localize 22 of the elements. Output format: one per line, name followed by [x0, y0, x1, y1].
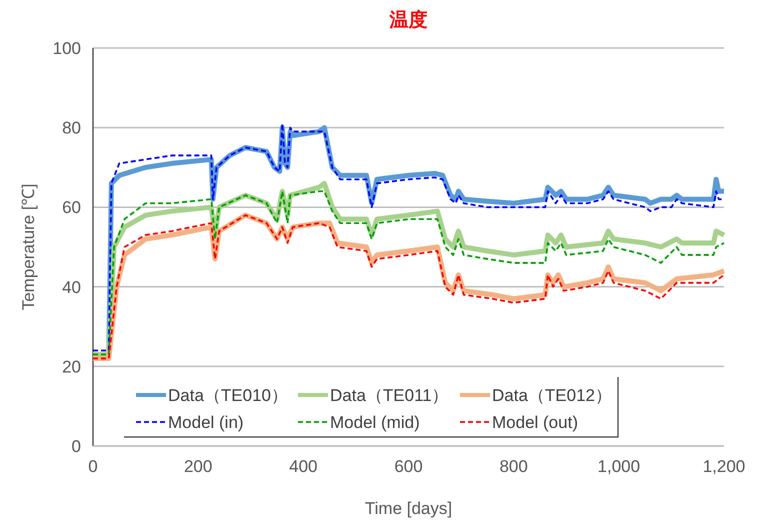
x-axis-title: Time [days]	[364, 499, 452, 518]
legend-label: Model (in)	[168, 413, 244, 432]
x-tick-label: 200	[184, 457, 212, 476]
y-tick-label: 80	[62, 118, 81, 138]
y-tick-label: 60	[62, 198, 81, 218]
x-tick-label: 1,000	[598, 457, 640, 476]
y-tick-label: 0	[72, 437, 81, 456]
y-axis-title: Temperature [℃]	[19, 184, 38, 310]
legend-label: Model (mid)	[330, 413, 420, 432]
legend-label: Data（TE010）	[168, 386, 288, 405]
chart-title: 温度	[388, 9, 428, 31]
legend-label: Model (out)	[492, 413, 578, 432]
x-tick-label: 400	[289, 457, 318, 476]
x-tick-label: 0	[88, 457, 98, 476]
y-tick-label: 40	[62, 278, 81, 297]
legend-label: Data（TE011）	[330, 386, 449, 405]
x-tick-label: 600	[394, 457, 423, 476]
legend-label: Data（TE012）	[492, 386, 612, 405]
x-tick-label: 800	[499, 457, 528, 476]
y-tick-label: 100	[52, 39, 81, 58]
y-tick-label: 20	[62, 357, 81, 376]
x-tick-label: 1,200	[702, 457, 746, 476]
